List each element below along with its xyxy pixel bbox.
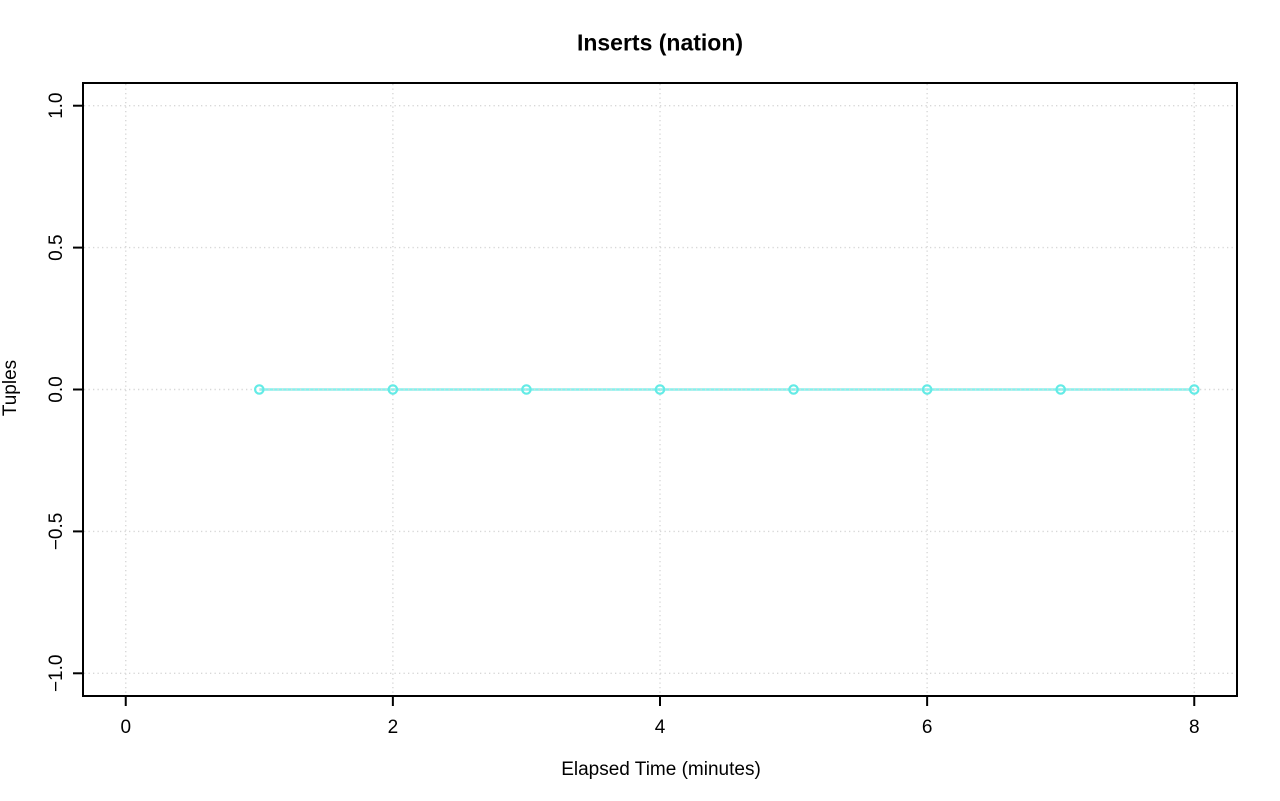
- data-point-marker: [1188, 384, 1200, 395]
- chart-title: Inserts (nation): [576, 29, 744, 56]
- x-tick-label: 0: [120, 717, 131, 738]
- x-tick-label: 2: [388, 717, 399, 738]
- data-point-marker: [654, 384, 666, 395]
- y-axis-label: Tuples: [0, 359, 21, 417]
- y-tick-label: −0.5: [46, 513, 67, 551]
- x-tick-label: 4: [655, 717, 666, 738]
- x-tick-label: 6: [922, 717, 933, 738]
- data-point-marker: [254, 384, 265, 395]
- y-tick-label: 0.0: [46, 376, 67, 402]
- data-point-marker: [921, 384, 933, 395]
- data-point-marker: [1055, 384, 1066, 395]
- data-point-marker: [387, 384, 399, 395]
- y-tick-label: 0.5: [46, 234, 67, 260]
- x-axis-label: Elapsed Time (minutes): [561, 759, 761, 780]
- plot-border: [82, 82, 1238, 697]
- x-tick-label: 8: [1189, 717, 1200, 738]
- data-point-marker: [521, 384, 532, 395]
- y-tick-label: 1.0: [46, 92, 67, 118]
- data-point-marker: [788, 384, 799, 395]
- y-tick-label: −1.0: [46, 655, 67, 693]
